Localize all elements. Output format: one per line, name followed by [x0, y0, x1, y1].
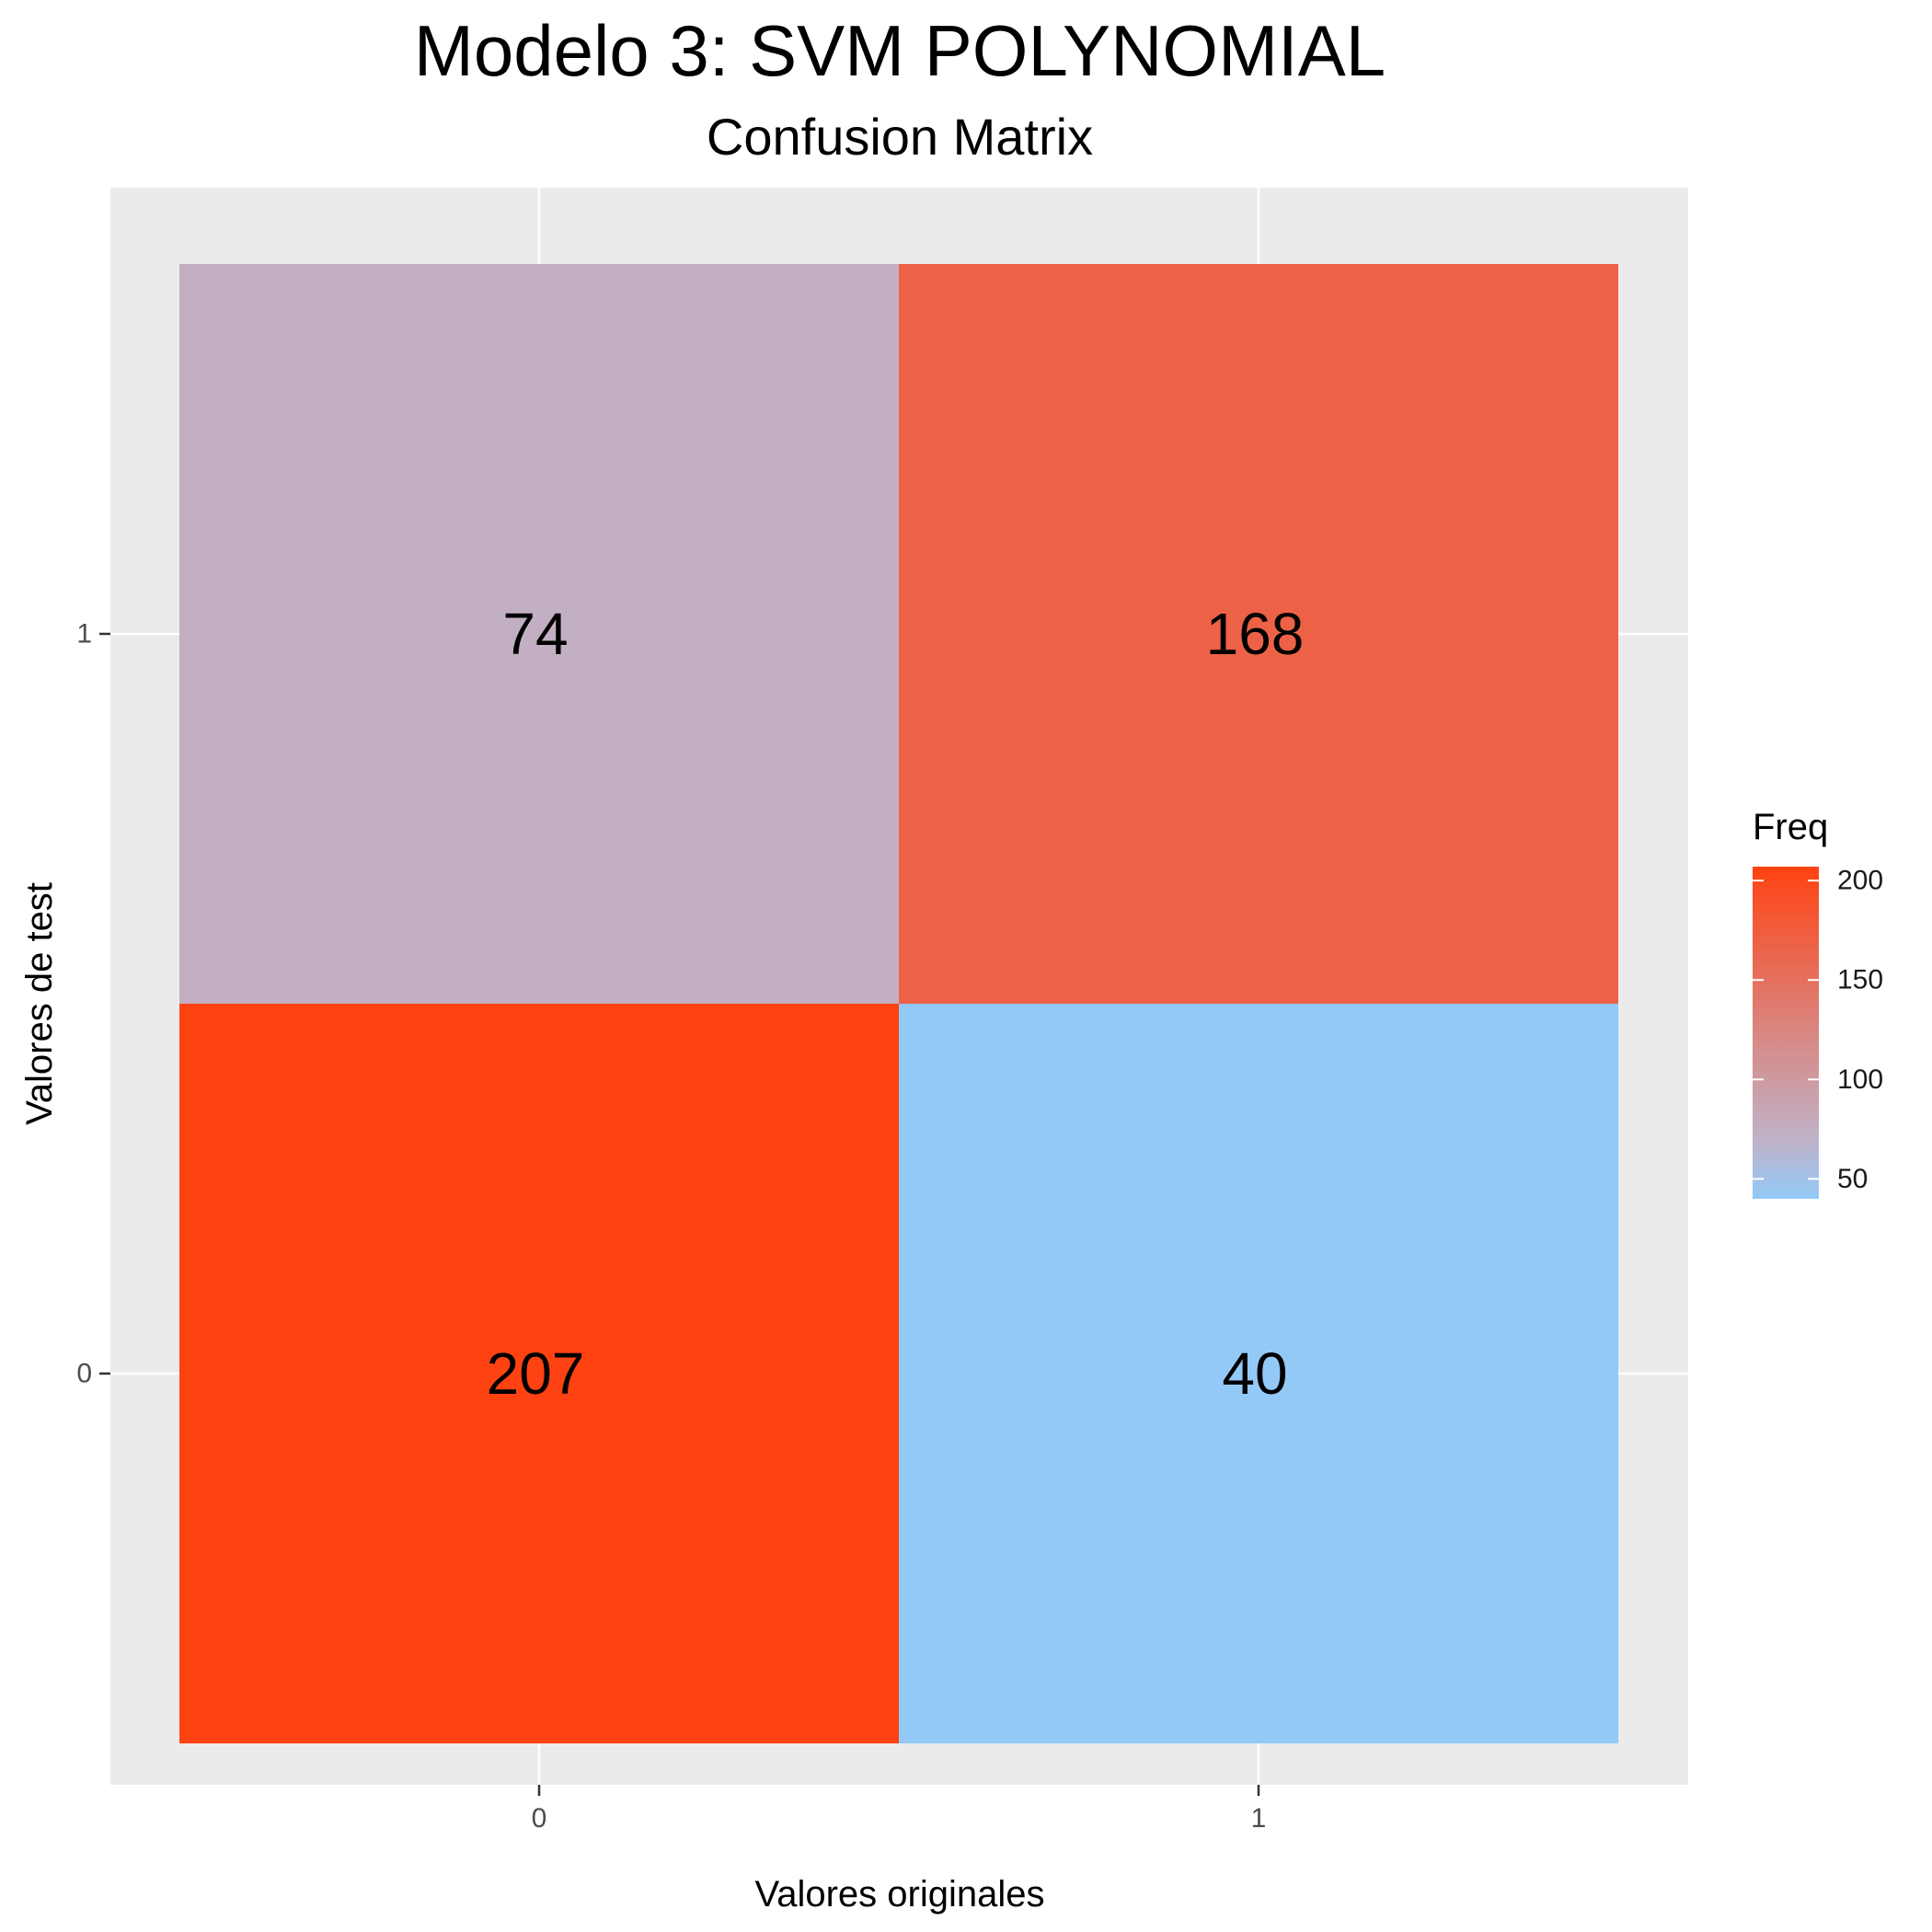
- cell-value-label-x1-y0: 40: [1222, 1340, 1287, 1407]
- cell-value-label-x0-y1: 74: [502, 601, 568, 667]
- heatmap-cell-x1-y1: [899, 264, 1618, 1004]
- y-axis: 01: [76, 619, 110, 1389]
- legend-tick-label-150: 150: [1837, 965, 1883, 995]
- chart-title: Modelo 3: SVM POLYNOMIAL: [414, 10, 1386, 91]
- legend-tick-label-50: 50: [1837, 1164, 1868, 1194]
- heatmap-cell-x1-y0: [899, 1004, 1618, 1743]
- cell-value-label-x0-y0: 207: [487, 1340, 585, 1407]
- legend-title: Freq: [1753, 807, 1828, 847]
- legend-ticks: 200 150 100 50: [1753, 866, 1883, 1194]
- legend-tick-label-100: 100: [1837, 1064, 1883, 1095]
- heatmap-cell-x0-y0: [179, 1004, 899, 1743]
- heatmap-cell-x0-y1: [179, 264, 899, 1004]
- y-tick-label-0: 0: [76, 1359, 92, 1389]
- legend: Freq 200 150 100 50: [1753, 807, 1883, 1199]
- y-tick-label-1: 1: [76, 619, 92, 650]
- x-tick-label-0: 0: [532, 1803, 547, 1834]
- y-axis-title: Valores de test: [19, 882, 60, 1125]
- x-tick-label-1: 1: [1251, 1803, 1267, 1834]
- cell-value-label-x1-y1: 168: [1206, 601, 1305, 667]
- heatmap-cells: [179, 264, 1618, 1743]
- x-axis-title: Valores originales: [755, 1874, 1045, 1915]
- legend-colorbar: [1753, 867, 1819, 1199]
- chart-subtitle: Confusion Matrix: [707, 108, 1093, 166]
- legend-tick-label-200: 200: [1837, 866, 1883, 896]
- cell-labels: 74 168 207 40: [487, 601, 1305, 1407]
